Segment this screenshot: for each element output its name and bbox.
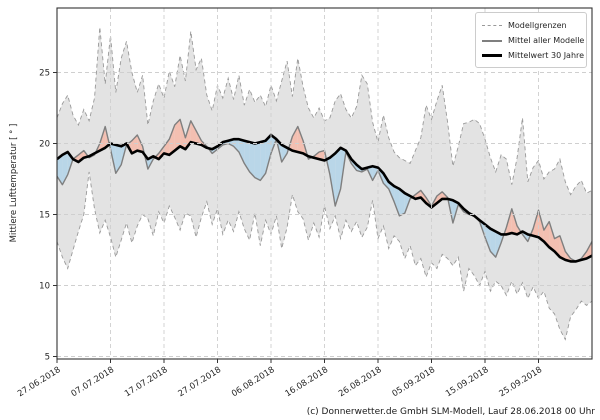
legend-item-modellgrenzen: Modellgrenzen xyxy=(482,18,580,33)
svg-text:25.09.2018: 25.09.2018 xyxy=(498,365,545,399)
svg-text:06.08.2018: 06.08.2018 xyxy=(230,365,277,399)
black-line-swatch xyxy=(482,54,502,57)
dashed-line-swatch xyxy=(482,25,502,26)
legend-item-mittelwert-30-jahre: Mittelwert 30 Jahre xyxy=(482,48,584,63)
svg-text:17.07.2018: 17.07.2018 xyxy=(123,365,170,399)
svg-text:20: 20 xyxy=(39,140,50,150)
y-axis-title: Mittlere Lufttemperatur [ ° ] xyxy=(9,123,19,243)
svg-text:27.07.2018: 27.07.2018 xyxy=(177,365,224,399)
svg-text:07.07.2018: 07.07.2018 xyxy=(70,365,117,399)
svg-text:10: 10 xyxy=(39,282,50,292)
thirty-year-mean-line xyxy=(57,133,592,263)
legend: Modellgrenzen Mittel aller Modelle Mitte… xyxy=(475,12,587,68)
x-axis: 27.06.2018 07.07.2018 17.07.2018 27.07.2018… xyxy=(16,359,544,399)
svg-text:27.06.2018: 27.06.2018 xyxy=(16,365,63,399)
legend-label: Mittel aller Modelle xyxy=(508,36,585,45)
model-lower-bound-line xyxy=(57,171,592,341)
svg-text:05.09.2018: 05.09.2018 xyxy=(391,365,438,399)
legend-label: Modellgrenzen xyxy=(508,21,567,30)
svg-text:5: 5 xyxy=(45,353,50,363)
svg-text:25: 25 xyxy=(39,69,50,79)
legend-item-mittel-aller-modelle: Mittel aller Modelle xyxy=(482,33,584,48)
svg-text:15.09.2018: 15.09.2018 xyxy=(444,365,491,399)
y-axis: 5 10 15 20 25 xyxy=(39,69,57,363)
gridlines xyxy=(56,8,592,359)
gray-line-swatch xyxy=(482,39,502,42)
svg-text:15: 15 xyxy=(39,211,50,221)
svg-text:26.08.2018: 26.08.2018 xyxy=(337,365,384,399)
copyright-note: (c) Donnerwetter.de GmbH SLM-Modell, Lau… xyxy=(306,407,595,417)
legend-label: Mittelwert 30 Jahre xyxy=(508,51,585,60)
svg-text:16.08.2018: 16.08.2018 xyxy=(284,365,331,399)
